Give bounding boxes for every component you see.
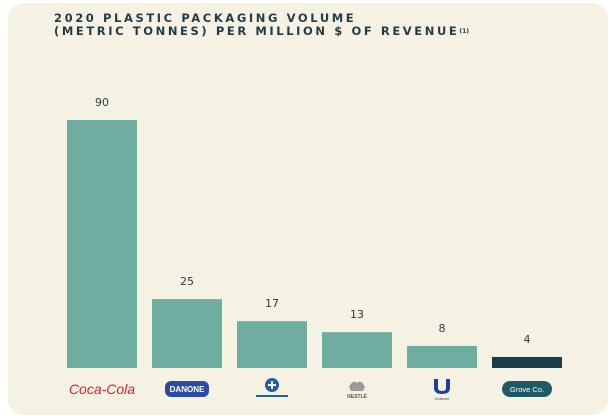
grove-co-logo-shape — [502, 381, 552, 397]
value-label-4: 13 — [350, 308, 364, 321]
value-label-2: 25 — [180, 275, 194, 288]
chart-title-line-2-text: (METRIC TONNES) PER MILLION $ OF REVENUE — [54, 24, 460, 38]
colgate-logo-mark — [268, 381, 276, 389]
bar-nestle — [322, 332, 392, 368]
unilever-logo-u — [434, 379, 450, 394]
bars-group — [67, 120, 562, 368]
chart-title-line-2: (METRIC TONNES) PER MILLION $ OF REVENUE… — [54, 25, 469, 38]
grove-co-logo: Grove Co. — [502, 381, 552, 397]
bar-unilever — [407, 345, 477, 368]
logos-group: Coca-Cola DANONE NESTLÉ Unilever Grove Co. — [69, 378, 552, 401]
nestle-logo-nest — [349, 381, 365, 391]
chart-title: 2020 PLASTIC PACKAGING VOLUME (METRIC TO… — [54, 12, 469, 38]
title-footnote: (1) — [459, 28, 470, 35]
bar-coca-cola — [67, 120, 137, 368]
value-label-3: 17 — [265, 297, 279, 310]
value-label-5: 8 — [439, 322, 446, 335]
colgate-logo-wordmark — [256, 395, 288, 397]
nestle-logo: NESTLÉ — [347, 381, 368, 400]
nestle-logo-text: NESTLÉ — [347, 392, 367, 400]
bar-colgate — [237, 321, 307, 368]
value-label-1: 90 — [95, 96, 109, 109]
bar-grove-co — [492, 356, 562, 368]
value-labels-group: 90 25 17 13 8 4 — [95, 96, 531, 346]
unilever-logo: Unilever — [434, 379, 450, 401]
chart-title-line-1: 2020 PLASTIC PACKAGING VOLUME — [54, 11, 357, 25]
colgate-logo — [256, 378, 288, 397]
danone-logo: DANONE — [165, 381, 209, 397]
value-label-6: 4 — [524, 333, 531, 346]
coca-cola-logo-text: Coca-Cola — [69, 381, 135, 397]
bar-danone — [152, 299, 222, 368]
unilever-logo-text: Unilever — [435, 396, 450, 401]
coca-cola-logo: Coca-Cola — [69, 381, 135, 397]
danone-logo-text: DANONE — [170, 385, 205, 394]
danone-logo-shape — [165, 381, 209, 397]
grove-co-logo-text: Grove Co. — [510, 385, 544, 394]
